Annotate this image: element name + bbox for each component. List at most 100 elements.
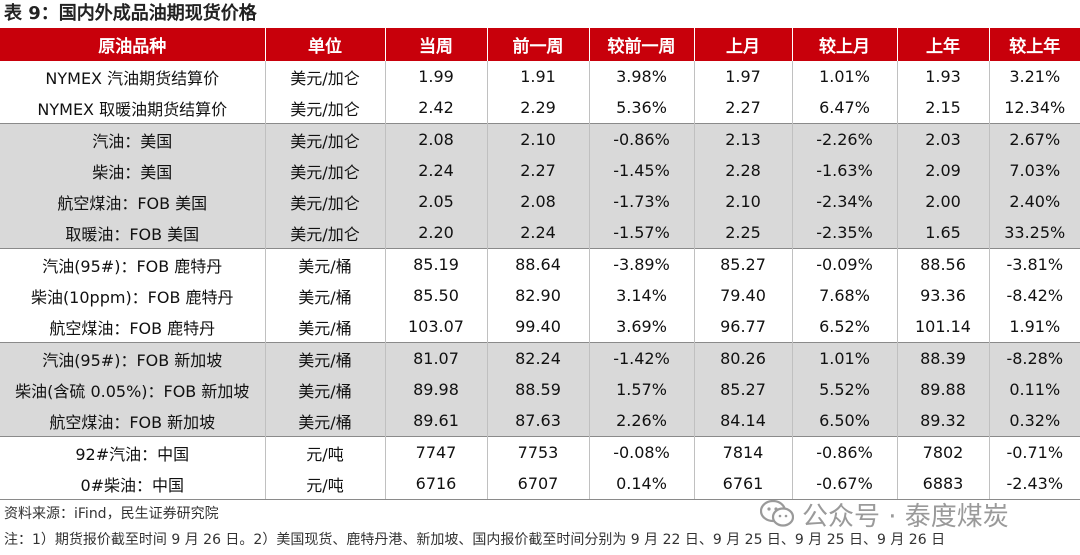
row-name: 柴油(10ppm)：FOB 鹿特丹 <box>0 280 266 311</box>
row-unit: 美元/加仑 <box>265 61 386 92</box>
row-chg-year: 0.11% <box>989 374 1080 405</box>
row-unit: 美元/加仑 <box>265 123 386 155</box>
table-row: NYMEX 取暖油期货结算价 美元/加仑 2.42 2.29 5.36% 2.27 6.47… <box>0 92 1080 124</box>
header-last-year: 上年 <box>897 28 990 61</box>
header-chg-year: 较上年 <box>989 28 1080 61</box>
row-last-year: 88.56 <box>897 248 990 280</box>
row-chg-year: -2.43% <box>989 468 1080 500</box>
row-chg-month: -0.09% <box>792 248 898 280</box>
row-last-year: 1.93 <box>897 61 990 92</box>
header-prev-week: 前一周 <box>487 28 590 61</box>
row-chg-year: -0.71% <box>989 436 1080 468</box>
table-row: 汽油(95#)：FOB 新加坡 美元/桶 81.07 82.24 -1.42% 80.26… <box>0 342 1080 374</box>
table-row: 柴油(含硫 0.05%)：FOB 新加坡 美元/桶 89.98 88.59 1.57% 8… <box>0 374 1080 405</box>
row-last-month: 1.97 <box>694 61 793 92</box>
header-this-week: 当周 <box>385 28 488 61</box>
row-prev-week: 1.91 <box>487 61 590 92</box>
row-unit: 美元/桶 <box>265 405 386 437</box>
table-title: 表 9：国内外成品油期现货价格 <box>4 3 257 24</box>
row-chg-month: 5.52% <box>792 374 898 405</box>
row-name: 柴油：美国 <box>0 155 266 186</box>
row-prev-week: 88.59 <box>487 374 590 405</box>
header-row: 原油品种 单位 当周 前一周 较前一周 上月 较上月 上年 较上年 <box>0 28 1080 61</box>
row-chg-year: 33.25% <box>989 217 1080 249</box>
row-chg-week: 0.14% <box>589 468 695 500</box>
header-chg-month: 较上月 <box>792 28 898 61</box>
header-last-month: 上月 <box>694 28 793 61</box>
row-this-week: 85.19 <box>385 248 488 280</box>
row-last-month: 6761 <box>694 468 793 500</box>
wechat-icon <box>760 500 794 527</box>
row-chg-week: 1.57% <box>589 374 695 405</box>
row-last-month: 79.40 <box>694 280 793 311</box>
row-chg-week: -1.45% <box>589 155 695 186</box>
row-prev-week: 2.29 <box>487 92 590 124</box>
row-unit: 美元/桶 <box>265 248 386 280</box>
row-last-year: 7802 <box>897 436 990 468</box>
row-prev-week: 2.27 <box>487 155 590 186</box>
row-last-month: 2.10 <box>694 186 793 217</box>
row-chg-year: 2.67% <box>989 123 1080 155</box>
row-chg-week: -1.57% <box>589 217 695 249</box>
table-row: 汽油：美国 美元/加仑 2.08 2.10 -0.86% 2.13 -2.26% 2.03 2.… <box>0 123 1080 155</box>
row-prev-week: 99.40 <box>487 311 590 343</box>
row-chg-week: -0.08% <box>589 436 695 468</box>
table-row: 柴油(10ppm)：FOB 鹿特丹 美元/桶 85.50 82.90 3.14% 79.4… <box>0 280 1080 311</box>
row-this-week: 85.50 <box>385 280 488 311</box>
row-prev-week: 2.10 <box>487 123 590 155</box>
row-this-week: 2.05 <box>385 186 488 217</box>
row-last-year: 2.00 <box>897 186 990 217</box>
header-unit: 单位 <box>265 28 386 61</box>
row-this-week: 7747 <box>385 436 488 468</box>
row-unit: 元/吨 <box>265 436 386 468</box>
row-prev-week: 82.24 <box>487 342 590 374</box>
row-name: 航空煤油：FOB 美国 <box>0 186 266 217</box>
row-chg-week: 2.26% <box>589 405 695 437</box>
row-last-month: 96.77 <box>694 311 793 343</box>
row-unit: 美元/桶 <box>265 342 386 374</box>
row-chg-week: -1.42% <box>589 342 695 374</box>
row-name: NYMEX 取暖油期货结算价 <box>0 92 266 124</box>
row-last-year: 2.15 <box>897 92 990 124</box>
row-chg-year: 0.32% <box>989 405 1080 437</box>
row-this-week: 1.99 <box>385 61 488 92</box>
table-row: 取暖油：FOB 美国 美元/加仑 2.20 2.24 -1.57% 2.25 -2.35% 1… <box>0 217 1080 249</box>
row-chg-week: 5.36% <box>589 92 695 124</box>
row-chg-year: 1.91% <box>1009 317 1061 336</box>
row-last-month: 7814 <box>694 436 793 468</box>
row-chg-year: -8.42% <box>1006 286 1064 305</box>
row-chg-week: -0.86% <box>589 123 695 155</box>
table-row: 航空煤油：FOB 美国 美元/加仑 2.05 2.08 -1.73% 2.10 -2.34%… <box>0 186 1080 217</box>
table-row: 0#柴油：中国 元/吨 6716 6707 0.14% 6761 -0.67% 6883 -2.… <box>0 468 1080 500</box>
row-last-month: 85.27 <box>694 248 793 280</box>
row-name: 柴油(含硫 0.05%)：FOB 新加坡 <box>0 374 266 405</box>
row-chg-month: -0.86% <box>792 436 898 468</box>
row-this-week: 2.42 <box>385 92 488 124</box>
row-last-month: 80.26 <box>694 342 793 374</box>
row-unit: 美元/桶 <box>265 311 386 343</box>
row-chg-month: 6.47% <box>792 92 898 124</box>
row-last-year: 89.88 <box>897 374 990 405</box>
row-chg-week: 3.69% <box>589 311 695 343</box>
table-row: 柴油：美国 美元/加仑 2.24 2.27 -1.45% 2.28 -1.63% 2.09 7.… <box>0 155 1080 186</box>
row-chg-month: -2.34% <box>792 186 898 217</box>
row-chg-month: -2.35% <box>792 217 898 249</box>
row-name: 取暖油：FOB 美国 <box>0 217 266 249</box>
row-chg-month: 7.68% <box>792 280 898 311</box>
row-name: 92#汽油：中国 <box>0 436 266 468</box>
row-last-year: 1.65 <box>897 217 990 249</box>
row-name: 汽油：美国 <box>0 123 266 155</box>
header-crude-type: 原油品种 <box>0 28 266 61</box>
table-row: 航空煤油：FOB 新加坡 美元/桶 89.61 87.63 2.26% 84.14 6.50… <box>0 405 1080 437</box>
row-chg-year: 12.34% <box>1004 98 1066 117</box>
row-chg-month: 6.52% <box>792 311 898 343</box>
row-name: 0#柴油：中国 <box>0 468 266 500</box>
row-prev-week: 82.90 <box>487 280 590 311</box>
row-this-week: 2.20 <box>385 217 488 249</box>
row-chg-month: -1.63% <box>792 155 898 186</box>
row-last-year: 93.36 <box>897 280 990 311</box>
row-name: 航空煤油：FOB 新加坡 <box>0 405 266 437</box>
row-this-week: 2.08 <box>385 123 488 155</box>
row-this-week: 81.07 <box>385 342 488 374</box>
row-last-year: 2.03 <box>897 123 990 155</box>
